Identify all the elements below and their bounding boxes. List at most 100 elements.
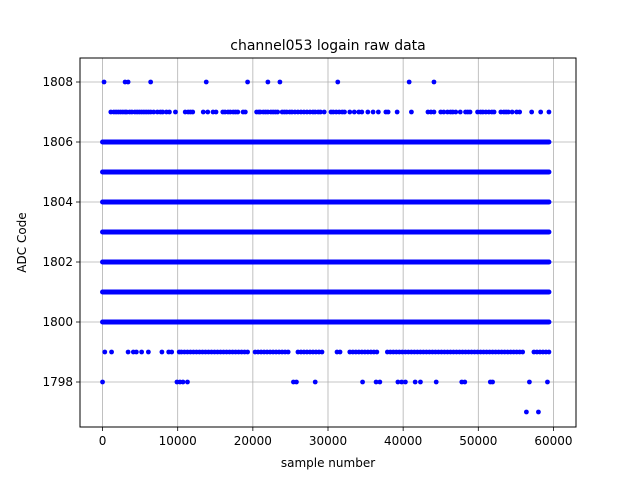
data-point xyxy=(365,109,371,115)
data-point xyxy=(160,109,166,115)
x-tick-label: 50000 xyxy=(459,434,497,448)
data-point xyxy=(203,79,209,85)
data-point xyxy=(374,349,380,355)
data-points xyxy=(100,79,552,415)
data-point xyxy=(370,109,376,115)
data-point xyxy=(109,349,114,355)
x-tick-label: 60000 xyxy=(534,434,572,448)
data-point xyxy=(145,349,151,355)
x-tick-label: 20000 xyxy=(234,434,272,448)
data-point xyxy=(359,109,365,115)
data-point xyxy=(337,349,343,355)
data-point xyxy=(133,349,139,355)
data-point xyxy=(335,79,341,85)
data-point xyxy=(277,79,283,85)
data-point xyxy=(505,109,511,115)
data-point xyxy=(457,109,463,115)
data-point xyxy=(245,79,250,85)
data-point xyxy=(373,379,379,385)
chart-title: channel053 logain raw data xyxy=(230,38,425,54)
data-point xyxy=(524,409,529,415)
data-point xyxy=(275,109,281,115)
y-tick-label: 1806 xyxy=(42,135,73,149)
data-point xyxy=(321,109,327,115)
data-point xyxy=(453,109,459,115)
data-point xyxy=(491,109,497,115)
data-point xyxy=(190,109,196,115)
data-point xyxy=(159,349,165,355)
data-point xyxy=(180,379,186,385)
data-point xyxy=(360,379,365,385)
data-point xyxy=(441,109,447,115)
data-point xyxy=(185,379,190,385)
y-tick-label: 1804 xyxy=(42,195,73,209)
data-point xyxy=(200,109,206,115)
data-point xyxy=(536,409,541,415)
data-point xyxy=(235,109,241,115)
y-tick-label: 1800 xyxy=(42,315,73,329)
data-point xyxy=(395,379,401,385)
data-point xyxy=(265,79,271,85)
data-point xyxy=(546,109,552,115)
data-point xyxy=(173,109,178,115)
data-point xyxy=(167,109,172,115)
data-point xyxy=(409,109,414,115)
data-point xyxy=(399,379,405,385)
data-point xyxy=(347,109,353,115)
data-point xyxy=(509,109,515,115)
data-point xyxy=(100,379,105,385)
data-point xyxy=(245,349,250,355)
data-point xyxy=(285,349,291,355)
data-point xyxy=(351,109,357,115)
y-tick-label: 1808 xyxy=(42,75,73,89)
data-point xyxy=(433,379,439,385)
data-point xyxy=(431,79,437,85)
data-point xyxy=(101,79,107,85)
data-point xyxy=(412,379,418,385)
y-tick-label: 1802 xyxy=(42,255,73,269)
x-tick-label: 30000 xyxy=(309,434,347,448)
data-point xyxy=(403,379,408,385)
data-point xyxy=(529,109,535,115)
data-point xyxy=(319,349,325,355)
data-point xyxy=(169,349,175,355)
data-point xyxy=(431,109,437,115)
data-point xyxy=(490,379,495,385)
y-axis-label: ADC Code xyxy=(15,212,29,272)
x-tick-label: 0 xyxy=(99,434,107,448)
y-tick-label: 1798 xyxy=(42,375,73,389)
data-point xyxy=(538,109,544,115)
data-point xyxy=(294,379,299,385)
data-point xyxy=(517,109,523,115)
data-point xyxy=(520,349,526,355)
data-point xyxy=(418,379,423,385)
data-point xyxy=(125,79,131,85)
data-point xyxy=(385,109,391,115)
data-point xyxy=(545,379,550,385)
data-point xyxy=(151,109,157,115)
data-point xyxy=(312,379,318,385)
data-point xyxy=(546,349,552,355)
x-tick-label: 40000 xyxy=(384,434,422,448)
x-axis-ticks: 0 10000 20000 30000 40000 50000 60000 xyxy=(99,427,573,448)
data-point xyxy=(406,79,412,85)
data-point xyxy=(148,79,154,85)
data-point xyxy=(205,109,211,115)
x-tick-label: 10000 xyxy=(159,434,197,448)
data-point xyxy=(375,109,381,115)
data-point xyxy=(394,109,400,115)
y-axis-ticks: 1798 1800 1802 1804 1806 1808 xyxy=(42,75,80,389)
data-point xyxy=(342,109,347,115)
data-point xyxy=(213,109,219,115)
data-point xyxy=(125,349,131,355)
data-point xyxy=(139,349,145,355)
data-point xyxy=(377,379,383,385)
data-point xyxy=(318,109,323,115)
data-point xyxy=(242,109,248,115)
data-point xyxy=(102,349,108,355)
data-point xyxy=(527,379,532,385)
x-axis-label: sample number xyxy=(281,456,375,470)
data-point xyxy=(462,379,468,385)
